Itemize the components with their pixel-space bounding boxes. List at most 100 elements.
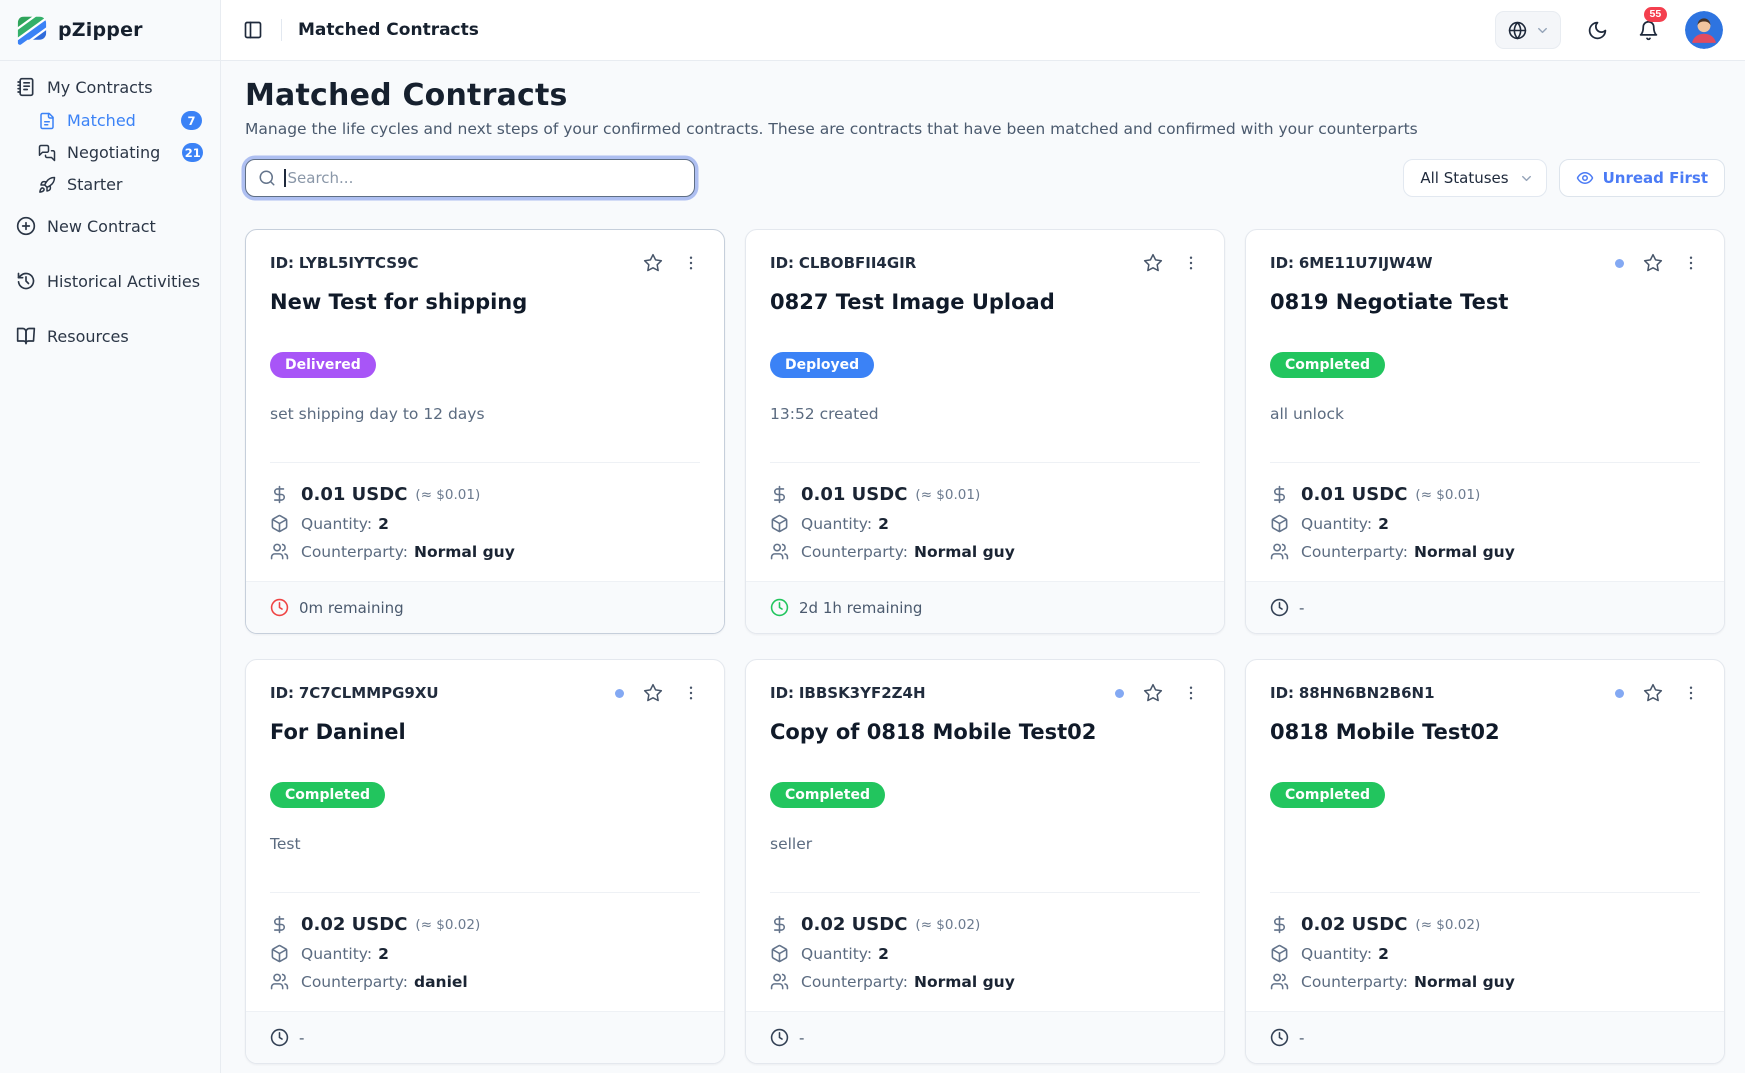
quantity-value: 2 [878, 514, 889, 533]
time-remaining: 2d 1h remaining [799, 598, 923, 617]
price-amount: 0.02 USDC [1301, 914, 1408, 935]
sidebar-item-label: Matched [67, 111, 136, 130]
contract-id: ID: 6ME11U7IJW4W [1270, 254, 1433, 272]
star-icon[interactable] [1143, 683, 1163, 703]
clock-icon [1270, 1028, 1289, 1047]
chat-icon [38, 144, 56, 162]
language-selector-button[interactable] [1495, 11, 1561, 49]
star-icon[interactable] [1143, 253, 1163, 273]
sidebar-nav: My Contracts Matched 7 Negotiating 21 St… [0, 61, 220, 360]
counterparty-row: Counterparty: Normal guy [1270, 542, 1700, 561]
quantity-row: Quantity: 2 [1270, 944, 1700, 963]
clock-icon [770, 598, 789, 617]
users-icon [1270, 972, 1289, 991]
card-footer: - [1246, 1011, 1724, 1063]
contract-id: ID: LYBL5IYTCS9C [270, 254, 419, 272]
sidebar-item-matched[interactable]: Matched 7 [16, 111, 202, 130]
status-badge: Delivered [270, 352, 376, 378]
dollar-icon [770, 485, 789, 504]
quantity-value: 2 [378, 944, 389, 963]
contract-id-value: LYBL5IYTCS9C [298, 254, 419, 272]
sidebar-item-starter[interactable]: Starter [16, 175, 202, 194]
contract-card[interactable]: ID: 7C7CLMMPG9XU [245, 659, 725, 1064]
status-badge: Deployed [770, 352, 875, 378]
chevron-down-icon [1535, 23, 1550, 38]
unread-first-button[interactable]: Unread First [1558, 159, 1725, 197]
users-icon [770, 972, 789, 991]
star-icon[interactable] [643, 253, 663, 273]
brand[interactable]: pZipper [0, 0, 220, 61]
package-icon [1270, 944, 1289, 963]
price-approx: (≈ $0.02) [1415, 916, 1481, 933]
sidebar-item-historical-activities[interactable]: Historical Activities [16, 271, 202, 291]
chevron-down-icon [1519, 171, 1534, 186]
status-badge: Completed [1270, 782, 1386, 808]
time-remaining: 0m remaining [299, 598, 404, 617]
star-icon[interactable] [1643, 683, 1663, 703]
notifications-button[interactable]: 55 [1634, 6, 1667, 45]
users-icon [270, 972, 289, 991]
brand-name: pZipper [58, 19, 143, 41]
price-approx: (≈ $0.02) [915, 916, 981, 933]
panel-left-icon [243, 20, 263, 40]
book-open-icon [16, 326, 36, 346]
sidebar-item-label: Starter [67, 175, 123, 194]
kebab-menu-icon[interactable] [682, 684, 700, 702]
eye-icon [1576, 169, 1594, 187]
kebab-menu-icon[interactable] [1182, 684, 1200, 702]
counterparty-value: Normal guy [1414, 542, 1515, 561]
clock-icon [270, 1028, 289, 1047]
sidebar-item-label: Resources [47, 326, 129, 346]
sidebar-item-resources[interactable]: Resources [16, 326, 202, 346]
package-icon [1270, 514, 1289, 533]
contract-card[interactable]: ID: IBBSK3YF2Z4H [745, 659, 1225, 1064]
star-icon[interactable] [1643, 253, 1663, 273]
dollar-icon [270, 485, 289, 504]
price-amount: 0.01 USDC [1301, 484, 1408, 505]
time-remaining: - [1299, 1028, 1305, 1047]
sidebar-item-label: New Contract [47, 216, 156, 236]
status-filter-select[interactable]: All Statuses [1403, 159, 1547, 197]
avatar[interactable] [1685, 11, 1723, 49]
users-icon [1270, 542, 1289, 561]
quantity-value: 2 [1378, 514, 1389, 533]
contract-title: For Daninel [270, 720, 406, 744]
kebab-menu-icon[interactable] [682, 254, 700, 272]
sidebar-item-new-contract[interactable]: New Contract [16, 216, 202, 236]
price-approx: (≈ $0.01) [1415, 486, 1481, 503]
counterparty-value: Normal guy [1414, 972, 1515, 991]
unread-first-label: Unread First [1602, 169, 1708, 187]
file-icon [38, 112, 56, 130]
sidebar-item-negotiating[interactable]: Negotiating 21 [16, 143, 204, 162]
dollar-icon [1270, 485, 1289, 504]
search-input[interactable] [287, 169, 682, 187]
card-footer: 2d 1h remaining [746, 581, 1224, 633]
text-caret [284, 169, 286, 187]
package-icon [770, 514, 789, 533]
kebab-menu-icon[interactable] [1682, 684, 1700, 702]
quantity-value: 2 [378, 514, 389, 533]
dark-mode-toggle[interactable] [1583, 16, 1612, 45]
contract-card[interactable]: ID: 6ME11U7IJW4W [1245, 229, 1725, 634]
time-remaining: - [1299, 598, 1305, 617]
kebab-menu-icon[interactable] [1182, 254, 1200, 272]
contract-card[interactable]: ID: LYBL5IYTCS9C [245, 229, 725, 634]
price-approx: (≈ $0.01) [415, 486, 481, 503]
sidebar-toggle-button[interactable] [239, 16, 267, 44]
contract-id-value: IBBSK3YF2Z4H [798, 684, 926, 702]
dollar-icon [270, 915, 289, 934]
sidebar-item-my-contracts[interactable]: My Contracts [16, 77, 202, 97]
notification-count-badge: 55 [1644, 6, 1667, 23]
clock-icon [270, 598, 289, 617]
topbar-divider [281, 19, 282, 41]
counterparty-value: Normal guy [914, 972, 1015, 991]
kebab-menu-icon[interactable] [1682, 254, 1700, 272]
search-box [245, 159, 695, 197]
quantity-row: Quantity: 2 [270, 514, 700, 533]
contract-card[interactable]: ID: 88HN6BN2B6N1 [1245, 659, 1725, 1064]
star-icon[interactable] [643, 683, 663, 703]
status-badge: Completed [1270, 352, 1386, 378]
counterparty-row: Counterparty: Normal guy [770, 542, 1200, 561]
contract-card[interactable]: ID: CLBOBFII4GIR [745, 229, 1225, 634]
price-row: 0.02 USDC (≈ $0.02) [1270, 914, 1700, 935]
